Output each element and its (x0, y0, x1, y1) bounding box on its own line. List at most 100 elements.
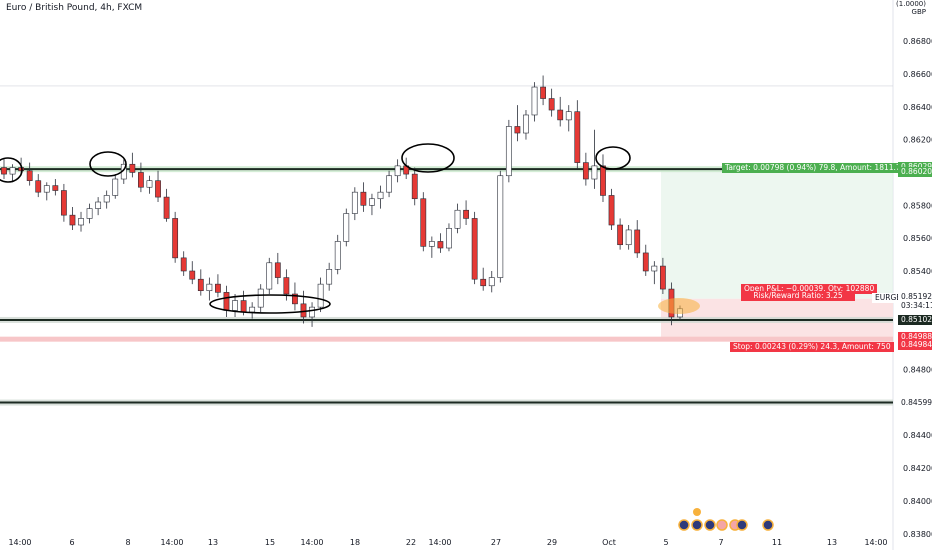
event-icon (716, 519, 728, 531)
candle-body (52, 185, 59, 191)
stop-band (0, 336, 893, 342)
x-tick-label: 14:00 (864, 538, 887, 547)
candle-body (514, 126, 521, 134)
price-label-resistance: 0.86020 (898, 167, 932, 178)
candle-body (274, 262, 281, 278)
x-tick-label: 15 (265, 538, 275, 547)
x-tick-label: 14:00 (428, 538, 451, 547)
candle-body (591, 165, 598, 180)
x-tick-label: 18 (350, 538, 360, 547)
rr-label: Risk/Reward Ratio: 3.25 (741, 291, 855, 301)
candle-body (240, 300, 247, 313)
candle-body (317, 283, 324, 308)
candle-body (300, 303, 307, 318)
candle-body (215, 283, 221, 293)
candle-body (642, 252, 649, 272)
candle-body (35, 180, 42, 193)
target-zone (661, 167, 893, 299)
candle-body (1, 167, 7, 175)
candle-body (292, 293, 298, 305)
candle-body (548, 98, 555, 111)
candle-body (608, 195, 615, 226)
candle-body (360, 191, 367, 206)
candle-body (197, 278, 204, 292)
candle-body (488, 277, 495, 287)
event-icon (762, 519, 774, 531)
candle-body (351, 191, 358, 214)
candle-body (257, 288, 264, 308)
candle-body (309, 306, 315, 318)
symbol-label: EURGBP (872, 293, 909, 303)
candle-body (540, 86, 546, 99)
price-countdown: 03:34:11 (898, 301, 932, 311)
candle-body (574, 111, 581, 163)
candle-body (463, 209, 469, 219)
chart-title: Euro / British Pound, 4h, FXCM (6, 3, 143, 13)
candle-body (9, 167, 16, 175)
candle-body (78, 218, 84, 226)
event-icon (736, 519, 748, 531)
x-tick-label: 11 (772, 538, 782, 547)
candle-body (634, 229, 641, 254)
candle-body (249, 306, 256, 313)
candle-body (659, 265, 666, 290)
candle-body (334, 241, 341, 270)
x-tick-label: 5 (663, 538, 668, 547)
candle-body (180, 257, 187, 272)
x-tick-label: 13 (208, 538, 218, 547)
candle-body (60, 190, 67, 216)
candle-body (531, 86, 538, 116)
candle-body (138, 172, 144, 188)
candle-body (343, 213, 350, 242)
price-label-support: 0.85102 (898, 314, 932, 325)
candle-body (454, 209, 461, 229)
event-icon (678, 519, 690, 531)
candle-body (394, 165, 401, 177)
price-axis-scale: (1.0000) (896, 0, 926, 8)
candle-body (95, 201, 102, 209)
price-label-stop-2: 0.84984 (898, 340, 932, 351)
candle-body (172, 218, 179, 259)
candle-body (103, 195, 110, 203)
candle-body (129, 163, 136, 173)
candle-body (428, 241, 435, 247)
price-label-lower-support: 0.84599 (898, 397, 932, 408)
candle-body (206, 283, 213, 292)
x-tick-label: 29 (547, 538, 557, 547)
candle-body (189, 270, 196, 280)
x-tick-label: 14:00 (160, 538, 183, 547)
target-label: Target: 0.00798 (0.94%) 79.8, Amount: 18… (722, 162, 909, 173)
x-tick-label: 13 (827, 538, 837, 547)
candle-body (651, 265, 658, 272)
y-tick-label: 0.83800 (903, 530, 932, 539)
pnl-label: Open P&L: −0.00039, Qty: 102880 (741, 284, 878, 294)
candle-body (625, 229, 632, 246)
x-tick-label: 27 (491, 538, 501, 547)
candle-body (326, 269, 333, 285)
candle-body (369, 198, 375, 206)
x-tick-label: 8 (125, 538, 130, 547)
candle-body (43, 185, 50, 193)
annotation-ellipse (595, 146, 631, 170)
candle-body (523, 114, 529, 134)
x-tick-label: Oct (602, 538, 616, 547)
candle-body (497, 175, 504, 278)
candle-body (223, 292, 230, 311)
stop-label: Stop: 0.00243 (0.29%) 24.3, Amount: 750 (730, 341, 894, 352)
current-price-highlight (658, 298, 700, 314)
x-tick-label: 6 (69, 538, 74, 547)
candle-body (420, 198, 427, 247)
price-label-stop: 0.84988 (898, 331, 932, 342)
event-icon (704, 519, 716, 531)
